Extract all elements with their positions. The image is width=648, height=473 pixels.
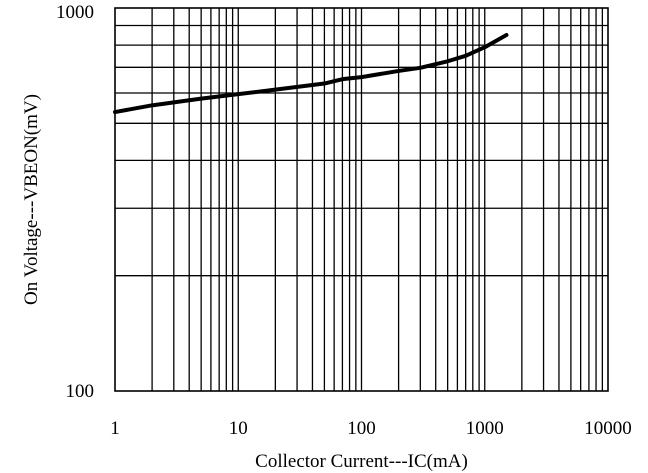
- x-tick-label: 100: [347, 418, 376, 439]
- y-axis-title: On Voltage---VBEON(mV): [21, 94, 42, 305]
- x-tick-label: 1: [110, 418, 120, 439]
- x-tick-labels: 1 10 100 1000 10000: [110, 418, 632, 439]
- series-line-0: [113, 33, 509, 115]
- x-tick-label: 10: [229, 418, 248, 439]
- x-gridlines: [151, 8, 604, 391]
- y-tick-label: 1000: [56, 2, 94, 23]
- x-tick-label: 1000: [466, 418, 504, 439]
- x-tick-label: 10000: [584, 418, 632, 439]
- y-gridlines: [115, 24, 608, 277]
- y-tick-label: 100: [66, 381, 95, 402]
- x-axis-title: Collector Current---IC(mA): [255, 451, 468, 472]
- series-layer: [113, 33, 509, 115]
- plot-frame: [114, 7, 609, 392]
- y-tick-labels: 100 1000: [56, 2, 94, 402]
